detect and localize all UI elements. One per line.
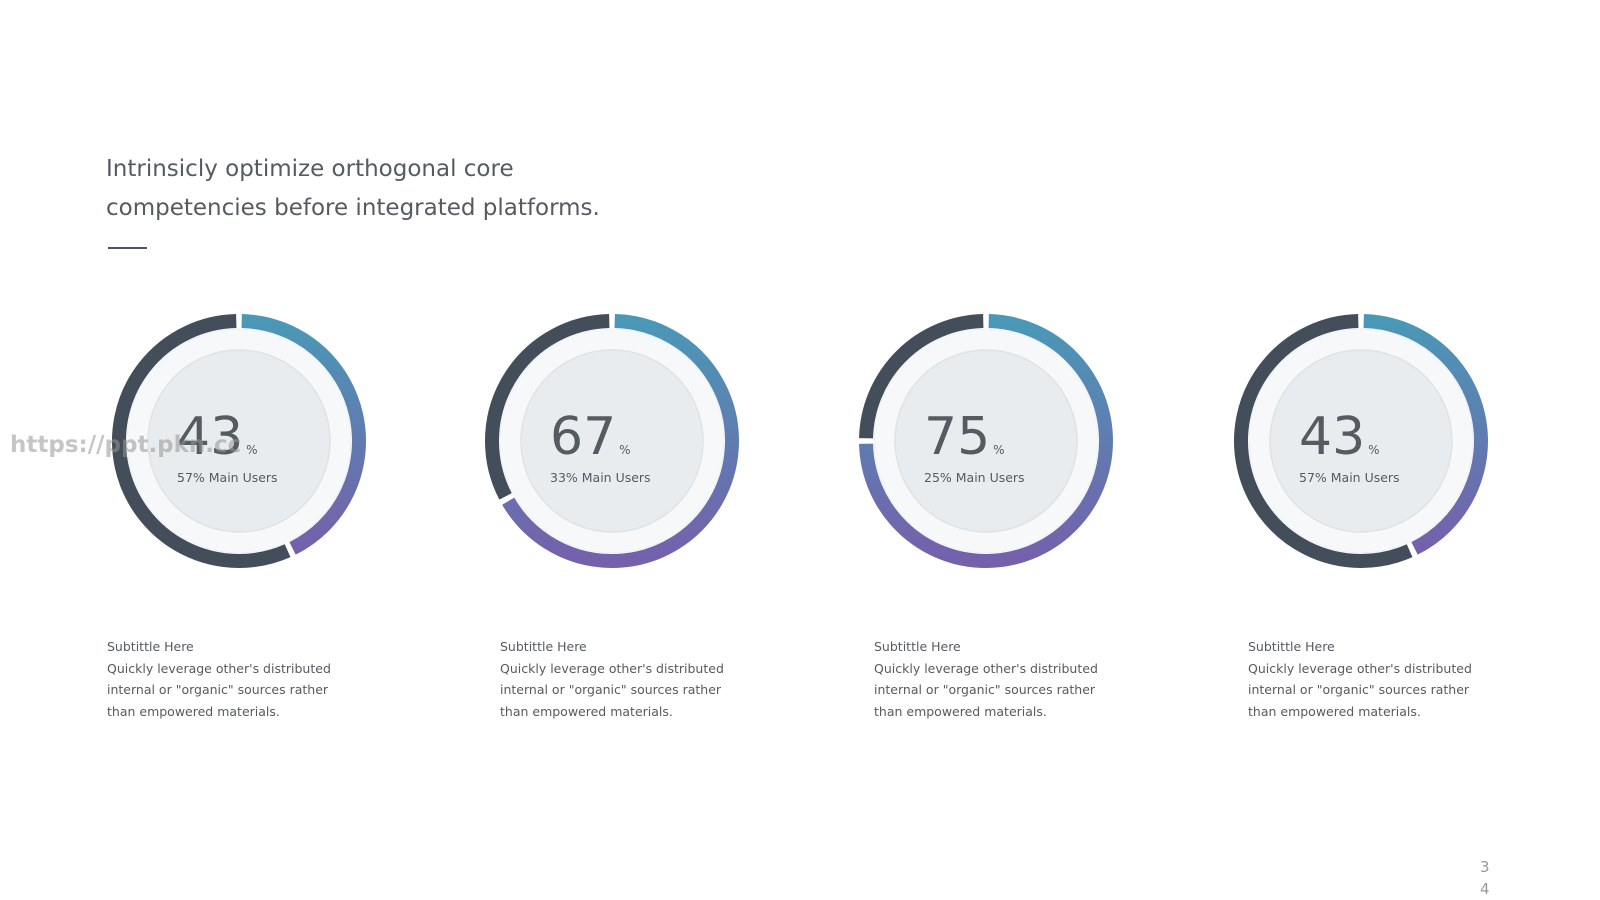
donut-rest-arc: [1234, 314, 1413, 568]
description: Subtittle Here Quickly leverage other's d…: [1248, 636, 1478, 722]
donut-center: [1269, 349, 1453, 533]
donut-label: 57% Main Users: [177, 470, 278, 485]
donut-value: 67%: [550, 407, 631, 467]
body-text: Quickly leverage other's distributed int…: [107, 660, 331, 719]
donut-rest-arc: [485, 314, 610, 500]
slide-title: Intrinsicly optimize orthogonal core com…: [106, 156, 600, 221]
subtitle: Subtittle Here: [107, 639, 194, 654]
donut-value-arc: [502, 314, 739, 568]
donut-value: 75%: [924, 407, 1005, 467]
donut-label: 25% Main Users: [924, 470, 1025, 485]
donut-value: 43%: [1299, 407, 1380, 467]
donut-value-arc: [241, 314, 366, 555]
donut-value-arc: [859, 314, 1113, 568]
donut-unit: %: [619, 443, 630, 457]
donut-label: 57% Main Users: [1299, 470, 1400, 485]
title-rule: [108, 247, 147, 249]
donut-label: 33% Main Users: [550, 470, 651, 485]
donut-center: [147, 349, 331, 533]
watermark: https://ppt.pkn.cc: [10, 432, 242, 458]
donut-unit: %: [993, 443, 1004, 457]
subtitle: Subtittle Here: [500, 639, 587, 654]
subtitle: Subtittle Here: [1248, 639, 1335, 654]
donut-value: 43%: [177, 407, 258, 467]
body-text: Quickly leverage other's distributed int…: [1248, 660, 1472, 719]
donut-center: [894, 349, 1078, 533]
description: Subtittle Here Quickly leverage other's d…: [874, 636, 1104, 722]
donut-unit: %: [1368, 443, 1379, 457]
donut-unit: %: [246, 443, 257, 457]
description: Subtittle Here Quickly leverage other's d…: [107, 636, 337, 722]
body-text: Quickly leverage other's distributed int…: [874, 660, 1098, 719]
donut-value-arc: [1363, 314, 1488, 555]
subtitle: Subtittle Here: [874, 639, 961, 654]
donut-center: [520, 349, 704, 533]
donut-number: 43: [1299, 407, 1365, 467]
donut-number: 75: [924, 407, 990, 467]
donut-rest-arc: [112, 314, 291, 568]
donut-rest-arc: [859, 314, 984, 439]
donut-number: 67: [550, 407, 616, 467]
donut-number: 43: [177, 407, 243, 467]
page-number: 34: [1480, 858, 1490, 898]
description: Subtittle Here Quickly leverage other's d…: [500, 636, 730, 722]
body-text: Quickly leverage other's distributed int…: [500, 660, 724, 719]
